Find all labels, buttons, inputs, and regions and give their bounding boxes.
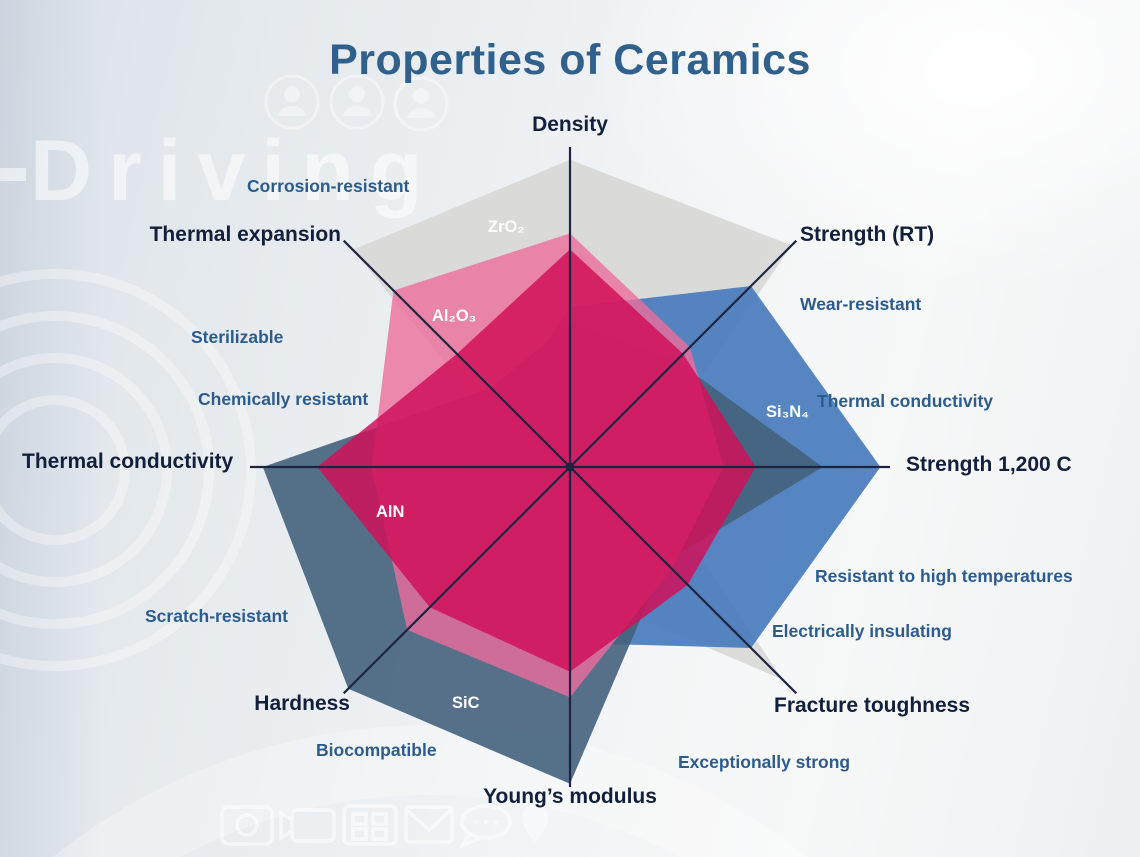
property-label-scratch-resistant: Scratch-resistant bbox=[145, 606, 288, 626]
property-label-high-temperatures: Resistant to high temperatures bbox=[815, 566, 1073, 586]
series-polygon-AlN bbox=[317, 249, 756, 672]
avatar-icon bbox=[393, 76, 449, 132]
arc bbox=[0, 269, 256, 671]
axis-label-youngs-modulus: Young’s modulus bbox=[483, 785, 657, 808]
series-label-al2o3: Al₂O₃ bbox=[432, 307, 477, 325]
video-camera-icon bbox=[279, 808, 336, 843]
property-label-biocompatible: Biocompatible bbox=[316, 740, 437, 760]
property-label-chemically-resistant: Chemically resistant bbox=[198, 389, 369, 409]
watermark-dash bbox=[0, 168, 26, 181]
series-label-zro2: ZrO₂ bbox=[488, 218, 525, 236]
avatar-icon bbox=[264, 74, 320, 130]
watermark-text: Driving bbox=[30, 123, 439, 219]
swoosh-arc bbox=[52, 725, 808, 857]
arc bbox=[0, 311, 214, 629]
property-label-exceptionally-strong: Exceptionally strong bbox=[678, 752, 851, 772]
series-label-si3n4: Si₃N₄ bbox=[766, 403, 809, 421]
property-label-electrically-insulating: Electrically insulating bbox=[772, 621, 952, 641]
radar-center-dot bbox=[565, 462, 575, 472]
axis-label-hardness: Hardness bbox=[254, 692, 350, 715]
page-title: Properties of Ceramics bbox=[329, 36, 811, 84]
gallery-icon bbox=[342, 804, 398, 846]
avatar-icons-row bbox=[264, 74, 449, 132]
arc bbox=[0, 395, 130, 545]
property-label-sterilizable: Sterilizable bbox=[191, 327, 284, 347]
axis-label-strength-rt: Strength (RT) bbox=[800, 223, 935, 246]
chat-icon bbox=[458, 804, 512, 849]
property-label-wear-resistant: Wear-resistant bbox=[800, 294, 922, 314]
avatar-icon bbox=[329, 74, 385, 130]
concentric-arcs bbox=[0, 269, 256, 671]
property-label-corrosion-resistant: Corrosion-resistant bbox=[247, 176, 410, 196]
axis-label-fracture-toughness: Fracture toughness bbox=[774, 694, 971, 717]
series-label-aln: AlN bbox=[376, 503, 405, 521]
property-label-thermal-conductivity: Thermal conductivity bbox=[817, 391, 994, 411]
axis-label-density: Density bbox=[532, 113, 608, 136]
series-label-sic: SiC bbox=[452, 694, 480, 712]
location-pin-icon bbox=[522, 804, 548, 844]
axis-label-thermal-expansion: Thermal expansion bbox=[149, 223, 341, 246]
arc bbox=[0, 353, 172, 587]
axis-label-strength-1200c: Strength 1,200 C bbox=[906, 453, 1072, 476]
axis-label-thermal-conductivity: Thermal conductivity bbox=[22, 450, 234, 473]
camera-icon bbox=[220, 805, 274, 846]
mail-icon bbox=[404, 805, 454, 844]
bottom-icons-row bbox=[220, 804, 548, 849]
